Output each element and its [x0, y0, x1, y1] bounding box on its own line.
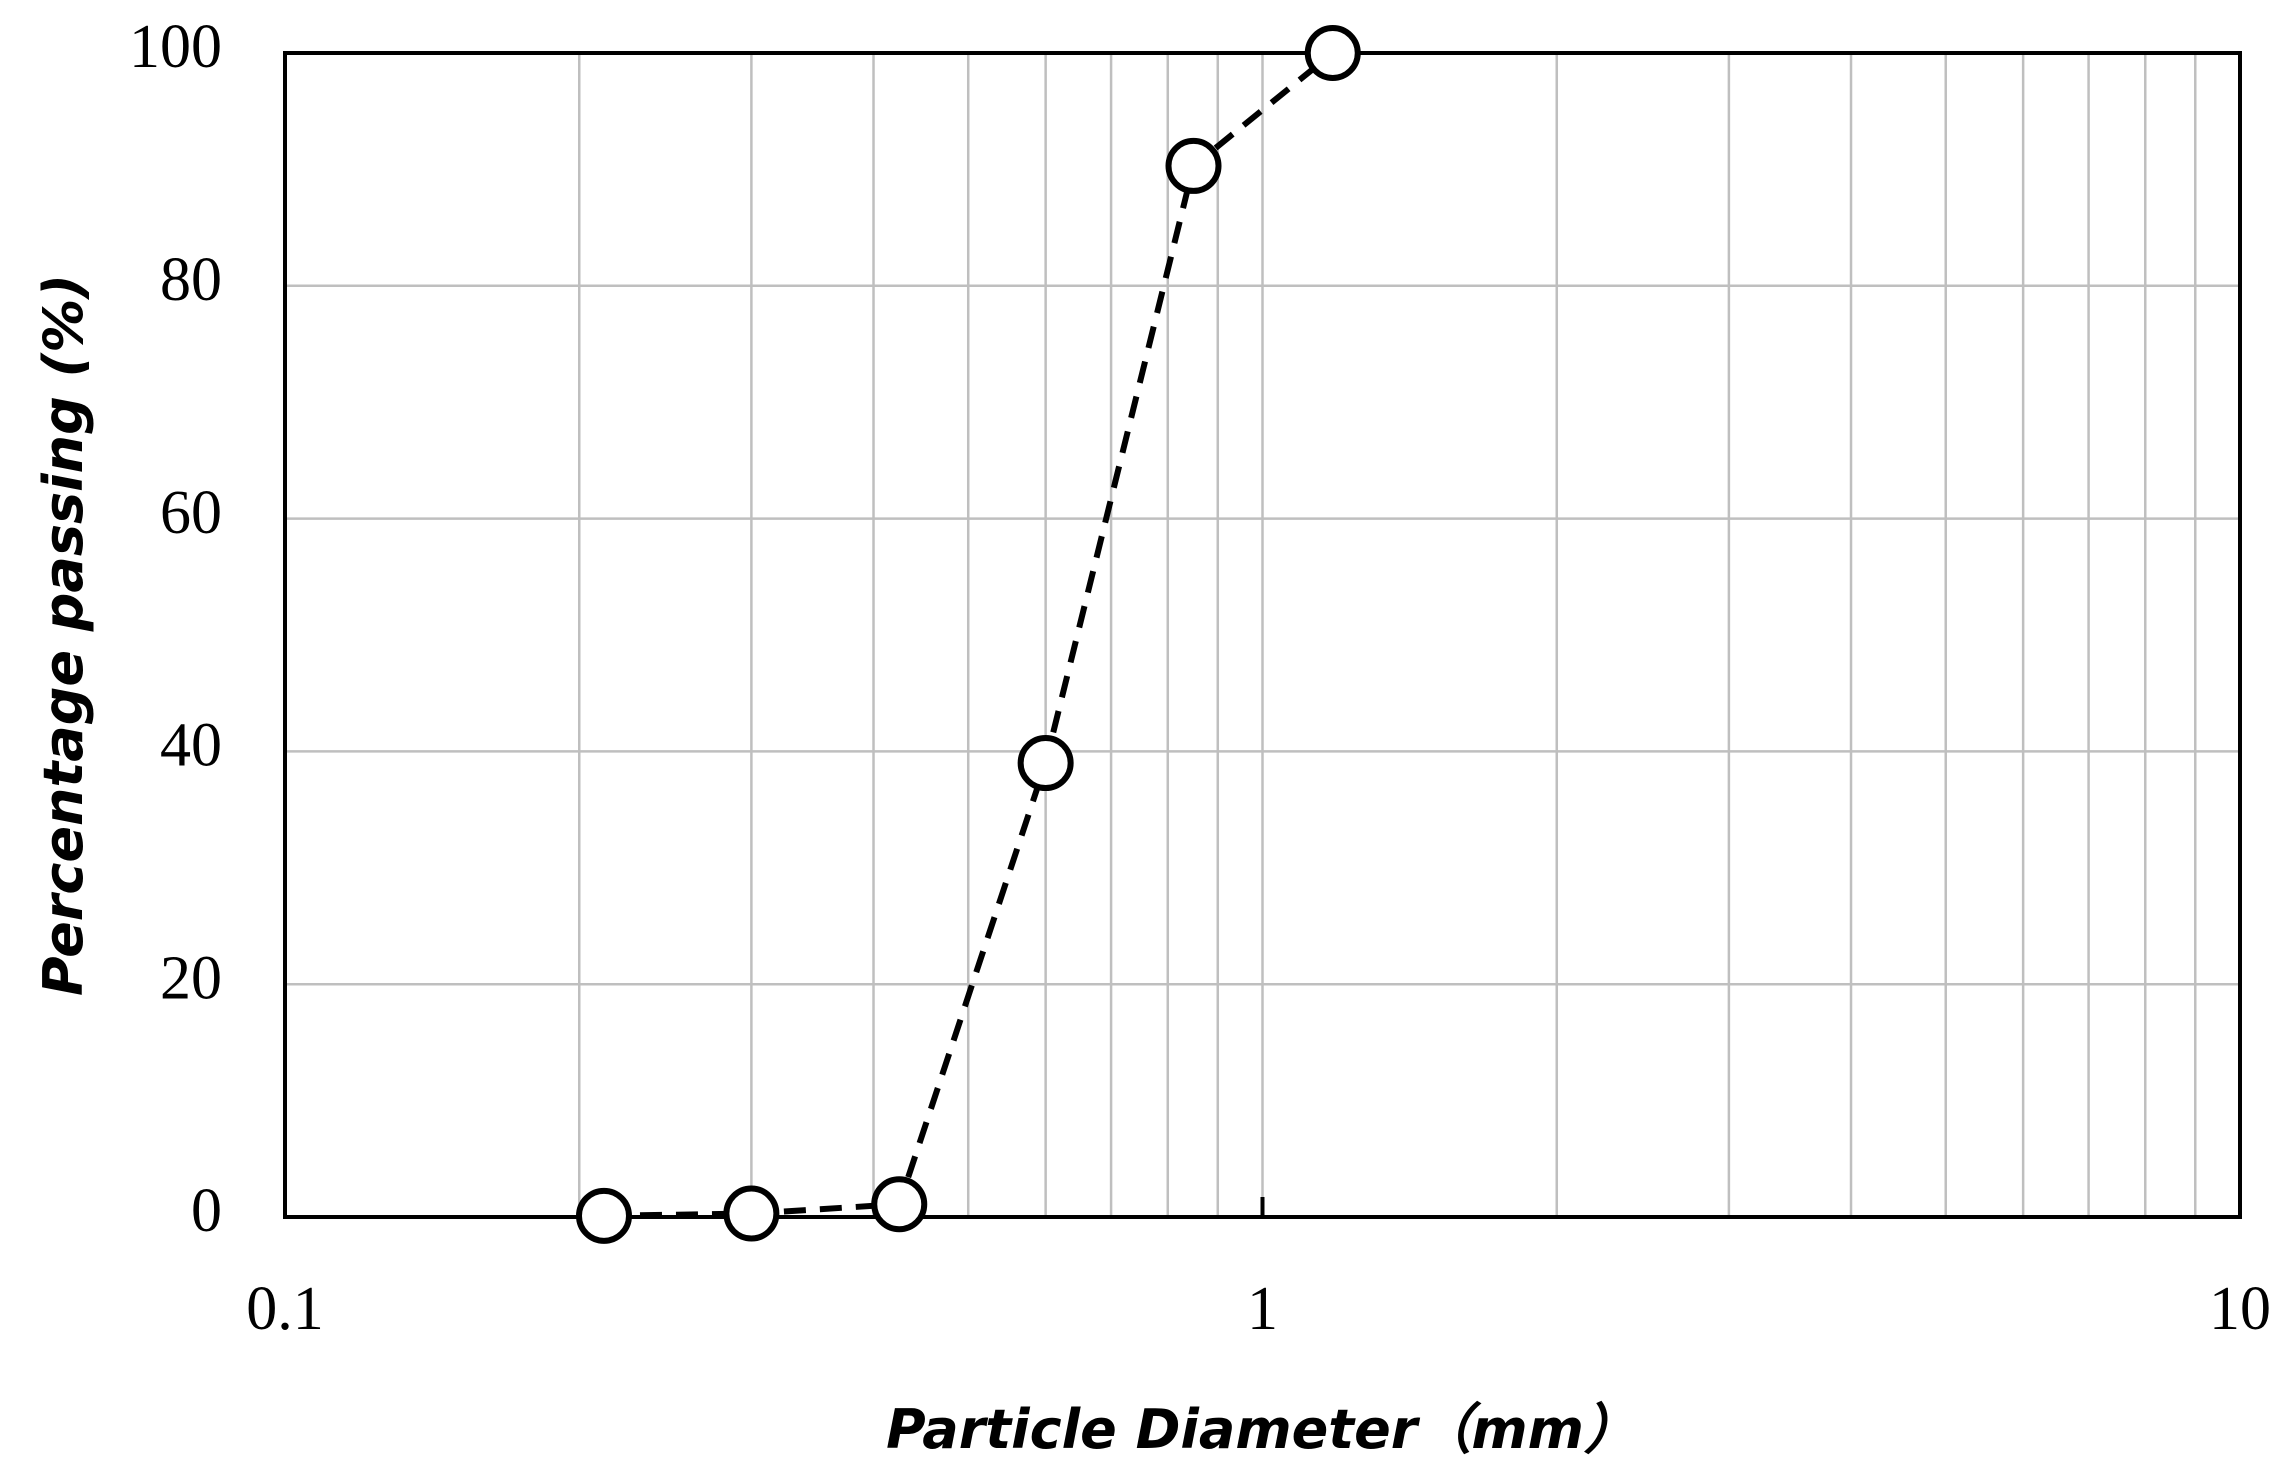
data-point: [871, 1176, 928, 1233]
y-tick-label: 40: [160, 712, 222, 780]
x-axis-title: Particle Diameter（mm）: [886, 1398, 1638, 1461]
y-tick-label: 100: [129, 13, 222, 81]
x-tick-label: 10: [2209, 1275, 2271, 1343]
data-point: [1165, 137, 1222, 194]
y-tick-label: 60: [160, 479, 222, 547]
data-point: [1304, 25, 1361, 81]
data-point: [723, 1185, 780, 1242]
data-point: [1017, 735, 1074, 792]
x-tick-label: 1: [1247, 1275, 1278, 1343]
x-tick-label: 0.1: [246, 1275, 324, 1343]
y-tick-label: 0: [191, 1177, 222, 1245]
data-point: [575, 1187, 632, 1244]
y-tick-label: 20: [160, 944, 222, 1012]
plot-frame: [283, 51, 2242, 1219]
y-axis-title: Percentage passing (%): [32, 274, 95, 996]
y-tick-label: 80: [160, 246, 222, 314]
